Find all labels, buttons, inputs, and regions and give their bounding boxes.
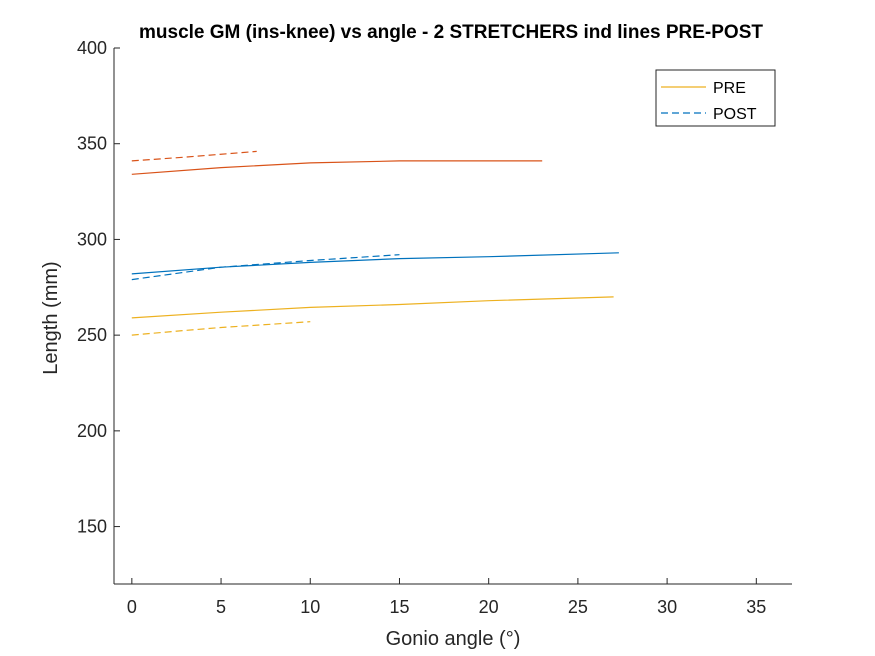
x-tick-label: 20 — [479, 597, 499, 617]
x-tick-label: 35 — [746, 597, 766, 617]
x-axis-label: Gonio angle (°) — [386, 628, 521, 650]
legend: PRE POST — [655, 69, 776, 127]
y-tick-label: 350 — [77, 134, 107, 154]
legend-label-post: POST — [713, 106, 757, 123]
x-tick-label: 30 — [657, 597, 677, 617]
y-tick-label: 150 — [77, 517, 107, 537]
y-tick-label: 300 — [77, 229, 107, 249]
y-tick-label: 400 — [77, 38, 107, 58]
x-tick-label: 5 — [216, 597, 226, 617]
legend-box — [655, 69, 776, 127]
y-tick-label: 250 — [77, 325, 107, 345]
series-line-pre — [131, 160, 543, 175]
series-line-pre — [131, 252, 619, 275]
x-tick-label: 0 — [127, 597, 137, 617]
series-line-post — [131, 254, 400, 281]
series-line-post — [131, 150, 257, 162]
x-tick-label: 10 — [300, 597, 320, 617]
legend-label-pre: PRE — [713, 80, 746, 97]
series-line-pre — [131, 296, 614, 319]
axes: 0 5 10 15 20 25 30 35 150 200 250 300 350 400 — [77, 38, 792, 617]
x-tick-label: 15 — [389, 597, 409, 617]
chart-title: muscle GM (ins-knee) vs angle - 2 STRETC… — [139, 22, 763, 43]
y-axis-label: Length (mm) — [40, 261, 62, 374]
x-tick-label: 25 — [568, 597, 588, 617]
series-layer — [131, 150, 619, 336]
y-tick-label: 200 — [77, 421, 107, 441]
series-line-post — [131, 321, 311, 336]
